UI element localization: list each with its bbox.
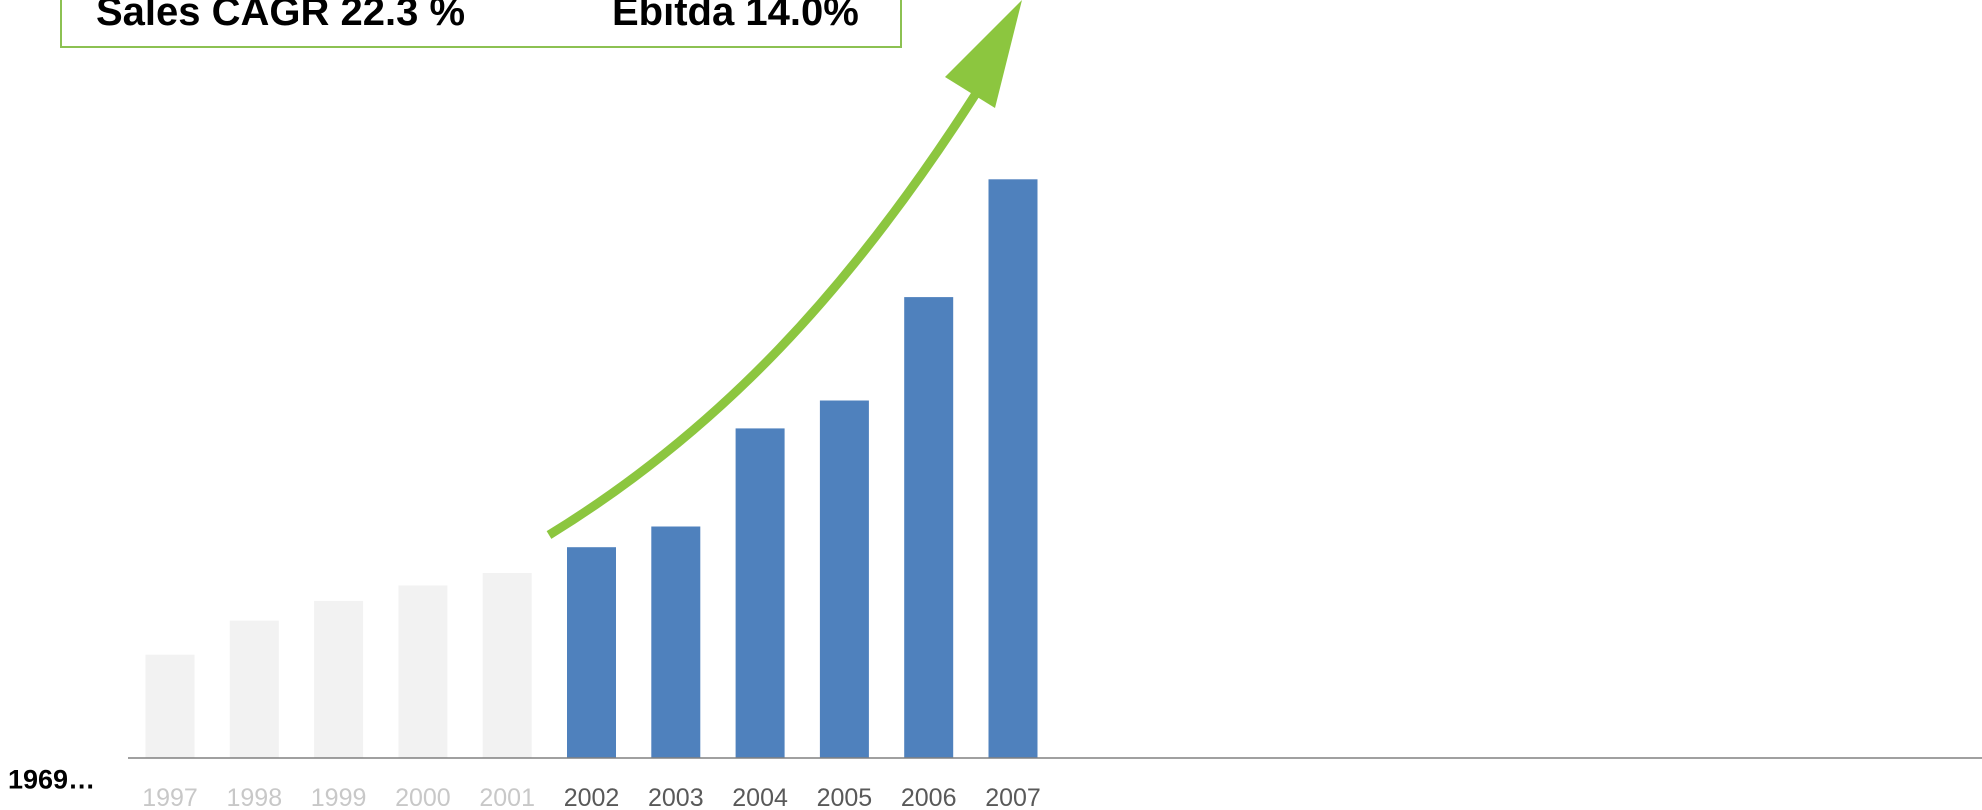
- x-tick-2005: 2005: [817, 784, 873, 810]
- growth-arrow-head: [945, 0, 1022, 108]
- growth-arrow-shaft: [546, 92, 979, 539]
- x-ticks-group: 1997 1998 1999 2000 2001 2002 2003 2004 2005 2006…: [142, 784, 1041, 810]
- start-year-label: 1969…: [8, 764, 96, 795]
- kpi-box: Sales CAGR 22.3 % Ebitda 14.0%: [60, 0, 902, 48]
- bar-2007: [988, 179, 1038, 759]
- x-tick-2006: 2006: [901, 784, 957, 810]
- bar-1997: [145, 654, 195, 758]
- growth-arrow: [546, 0, 1022, 539]
- bar-1999: [314, 600, 364, 758]
- sales-cagr-label: Sales CAGR 22.3 %: [96, 0, 466, 34]
- x-tick-2002: 2002: [564, 784, 620, 810]
- x-tick-1997: 1997: [142, 784, 198, 810]
- bar-2003: [651, 526, 701, 758]
- bar-2001: [482, 573, 532, 758]
- bar-2006: [904, 297, 954, 758]
- x-tick-1998: 1998: [226, 784, 282, 810]
- bars-group: [145, 179, 1038, 759]
- bar-1998: [229, 620, 279, 758]
- bar-2000: [398, 585, 448, 758]
- x-tick-2003: 2003: [648, 784, 704, 810]
- x-tick-1999: 1999: [311, 784, 367, 810]
- bar-2004: [735, 428, 785, 758]
- bar-2002: [567, 547, 616, 758]
- x-tick-2000: 2000: [395, 784, 451, 810]
- bar-2005: [819, 400, 869, 758]
- x-tick-2004: 2004: [732, 784, 788, 810]
- ebitda-label: Ebitda 14.0%: [612, 0, 859, 34]
- x-tick-2007: 2007: [985, 784, 1041, 810]
- x-tick-2001: 2001: [479, 784, 535, 810]
